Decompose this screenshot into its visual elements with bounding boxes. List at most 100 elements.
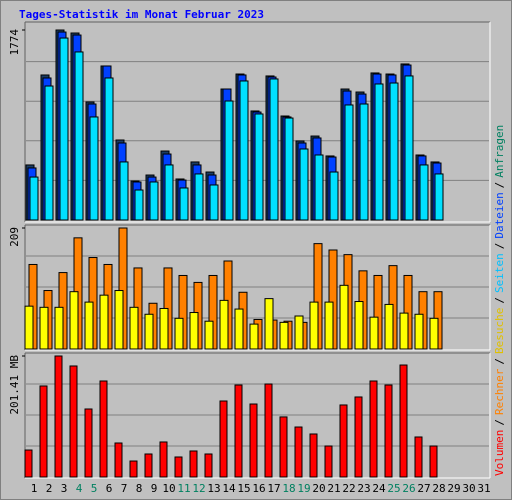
bar [249, 323, 259, 350]
bar [84, 408, 93, 478]
bar [114, 290, 124, 350]
bar [284, 117, 294, 221]
x-tick-label: 19 [297, 482, 310, 495]
bar [429, 445, 438, 478]
legend-separator: / [493, 243, 506, 250]
legend-separator: / [493, 182, 506, 189]
bar [429, 317, 439, 350]
bar [99, 294, 109, 350]
bar [339, 284, 349, 350]
bar [39, 306, 49, 350]
x-tick-label: 23 [357, 482, 370, 495]
bar [174, 317, 184, 350]
x-tick-label: 25 [387, 482, 400, 495]
bar [44, 85, 54, 221]
legend-entry: Rechner [493, 368, 506, 415]
bar [99, 380, 108, 478]
x-tick-label: 20 [312, 482, 325, 495]
x-tick-label: 8 [136, 482, 143, 495]
bar [189, 312, 199, 350]
x-tick-label: 16 [252, 482, 265, 495]
legend-separator: / [493, 297, 506, 304]
bar [179, 187, 189, 221]
legend-entry: Seiten [493, 253, 506, 293]
bar [294, 315, 304, 350]
bar [399, 312, 409, 350]
bar [204, 320, 214, 350]
bar [89, 116, 99, 221]
bar [39, 385, 48, 478]
bar [369, 380, 378, 478]
x-tick-label: 6 [106, 482, 113, 495]
bar [279, 416, 288, 478]
x-tick-label: 3 [61, 482, 68, 495]
legend-entry: Dateien [493, 192, 506, 238]
bar [219, 299, 229, 350]
x-tick-label: 11 [177, 482, 190, 495]
bar [384, 384, 393, 478]
bar [404, 75, 414, 221]
x-tick-label: 10 [162, 482, 175, 495]
bar [419, 164, 429, 221]
bar [24, 305, 34, 350]
bar [144, 453, 153, 478]
bar [189, 450, 198, 478]
bar [294, 426, 303, 478]
chart-title: Tages-Statistik im Monat Februar 2023 [19, 8, 264, 21]
bar [254, 113, 264, 221]
bar [344, 104, 354, 221]
bar [414, 313, 424, 350]
legend-entry: Anfragen [493, 125, 506, 178]
bar [249, 403, 258, 478]
y-tick-label: 201.41 MB [8, 355, 21, 415]
bar [309, 433, 318, 478]
bar [389, 82, 399, 221]
x-tick-label: 1 [31, 482, 38, 495]
bar [134, 189, 144, 221]
bar [149, 181, 159, 221]
x-tick-label: 15 [237, 482, 250, 495]
bar [299, 148, 309, 221]
x-tick-label: 22 [342, 482, 355, 495]
x-tick-label: 27 [417, 482, 430, 495]
bar [209, 184, 219, 221]
bar [399, 364, 408, 478]
bar [84, 301, 94, 350]
bar [224, 100, 234, 221]
bar [324, 445, 333, 478]
bar [354, 396, 363, 478]
bar [234, 308, 244, 350]
bar [219, 400, 228, 478]
bar [324, 301, 334, 350]
x-tick-label: 21 [327, 482, 340, 495]
bar [239, 80, 249, 221]
x-tick-label: 9 [151, 482, 158, 495]
legend: Volumen / Rechner / Besuche / Seiten / Dateien / A… [493, 125, 506, 476]
bar [264, 383, 273, 478]
bar [54, 306, 64, 350]
x-tick-label: 2 [46, 482, 53, 495]
legend-entry: Volumen [493, 430, 506, 476]
bar [309, 301, 319, 350]
bar [414, 436, 423, 478]
bar [29, 176, 39, 221]
bar [69, 365, 78, 478]
bar [339, 404, 348, 478]
x-tick-label: 30 [462, 482, 475, 495]
bar [354, 301, 364, 350]
legend-separator: / [493, 419, 506, 426]
legend-entry: Besuche [493, 308, 506, 354]
bar [204, 453, 213, 478]
x-tick-label: 7 [121, 482, 128, 495]
bar [359, 103, 369, 221]
bar [144, 313, 154, 350]
bar [279, 321, 289, 350]
bar [314, 154, 324, 221]
bar [269, 78, 279, 221]
bar [329, 171, 339, 221]
bar [194, 173, 204, 221]
bar [159, 441, 168, 478]
x-tick-label: 24 [372, 482, 386, 495]
